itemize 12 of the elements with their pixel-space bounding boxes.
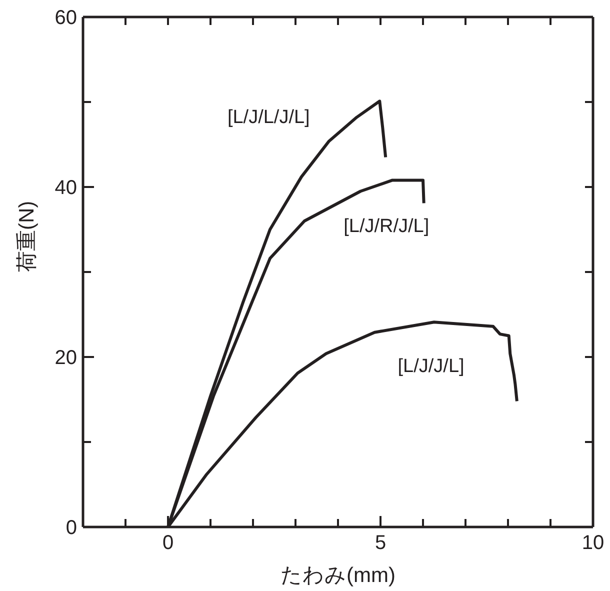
x-tick-label: 0 xyxy=(162,532,174,554)
series-label: [L/J/R/J/L] xyxy=(344,216,430,238)
y-tick-label: 0 xyxy=(66,517,77,539)
y-tick-label: 20 xyxy=(54,347,77,369)
y-tick-label: 60 xyxy=(54,7,77,29)
series-label: [L/J/J/L] xyxy=(398,356,464,378)
series-label: [L/J/L/J/L] xyxy=(227,107,310,128)
y-axis-title: 荷重(N) xyxy=(15,200,38,272)
y-tick-label: 40 xyxy=(54,177,77,199)
x-tick-label: 5 xyxy=(374,532,386,554)
x-axis-title: たわみ(mm) xyxy=(280,564,396,587)
x-tick-label: 10 xyxy=(582,532,604,554)
